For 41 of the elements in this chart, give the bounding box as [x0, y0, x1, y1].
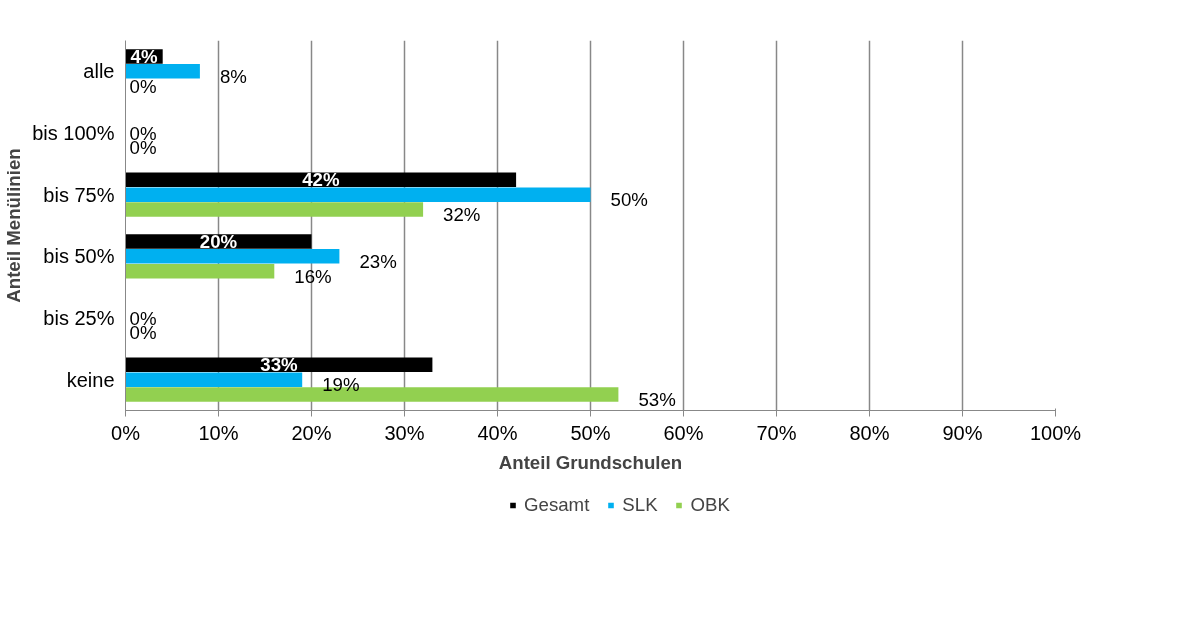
x-tick-label: 80% — [849, 421, 890, 444]
bar — [125, 249, 340, 264]
legend-label: SLK — [622, 494, 658, 516]
legend-label: OBK — [690, 494, 730, 516]
data-label: 42% — [302, 169, 340, 191]
x-tick-label: 30% — [384, 421, 425, 444]
y-tick-label: bis 100% — [32, 122, 115, 144]
data-label: 50% — [610, 189, 648, 211]
data-label: 20% — [199, 231, 238, 253]
x-tick-label: 100% — [1029, 421, 1082, 444]
y-tick-label: bis 75% — [43, 183, 115, 206]
x-tick-label: 40% — [477, 421, 518, 444]
data-label: 32% — [443, 203, 481, 225]
data-label: 8% — [219, 65, 247, 87]
x-tick-label: 10% — [198, 421, 239, 444]
y-axis-title: Anteil Menülinien — [3, 148, 25, 303]
bar — [125, 202, 424, 217]
bar — [125, 64, 200, 79]
x-tick-label: 70% — [756, 421, 797, 444]
x-tick-label: 50% — [570, 421, 611, 444]
data-label: 4% — [130, 46, 158, 68]
y-tick-label: alle — [83, 60, 115, 83]
data-label: 53% — [638, 388, 676, 410]
data-label: 16% — [294, 265, 332, 287]
data-label: 0% — [129, 75, 157, 97]
y-tick-label: bis 50% — [43, 245, 115, 268]
bar — [125, 372, 303, 387]
x-tick-label: 20% — [291, 421, 332, 444]
bar — [125, 263, 275, 279]
x-tick-label: 90% — [942, 421, 983, 444]
y-tick-label: keine — [66, 368, 115, 391]
data-label: 33% — [260, 354, 299, 376]
bar — [125, 234, 312, 249]
x-tick-label: 0% — [111, 421, 141, 444]
x-tick-label: 60% — [663, 421, 704, 444]
x-axis-title: Anteil Grundschulen — [498, 451, 683, 473]
bar — [125, 187, 591, 202]
data-label: 23% — [359, 250, 397, 272]
y-tick-label: bis 25% — [43, 307, 115, 329]
legend-label: Gesamt — [524, 494, 590, 516]
bar — [125, 172, 517, 188]
